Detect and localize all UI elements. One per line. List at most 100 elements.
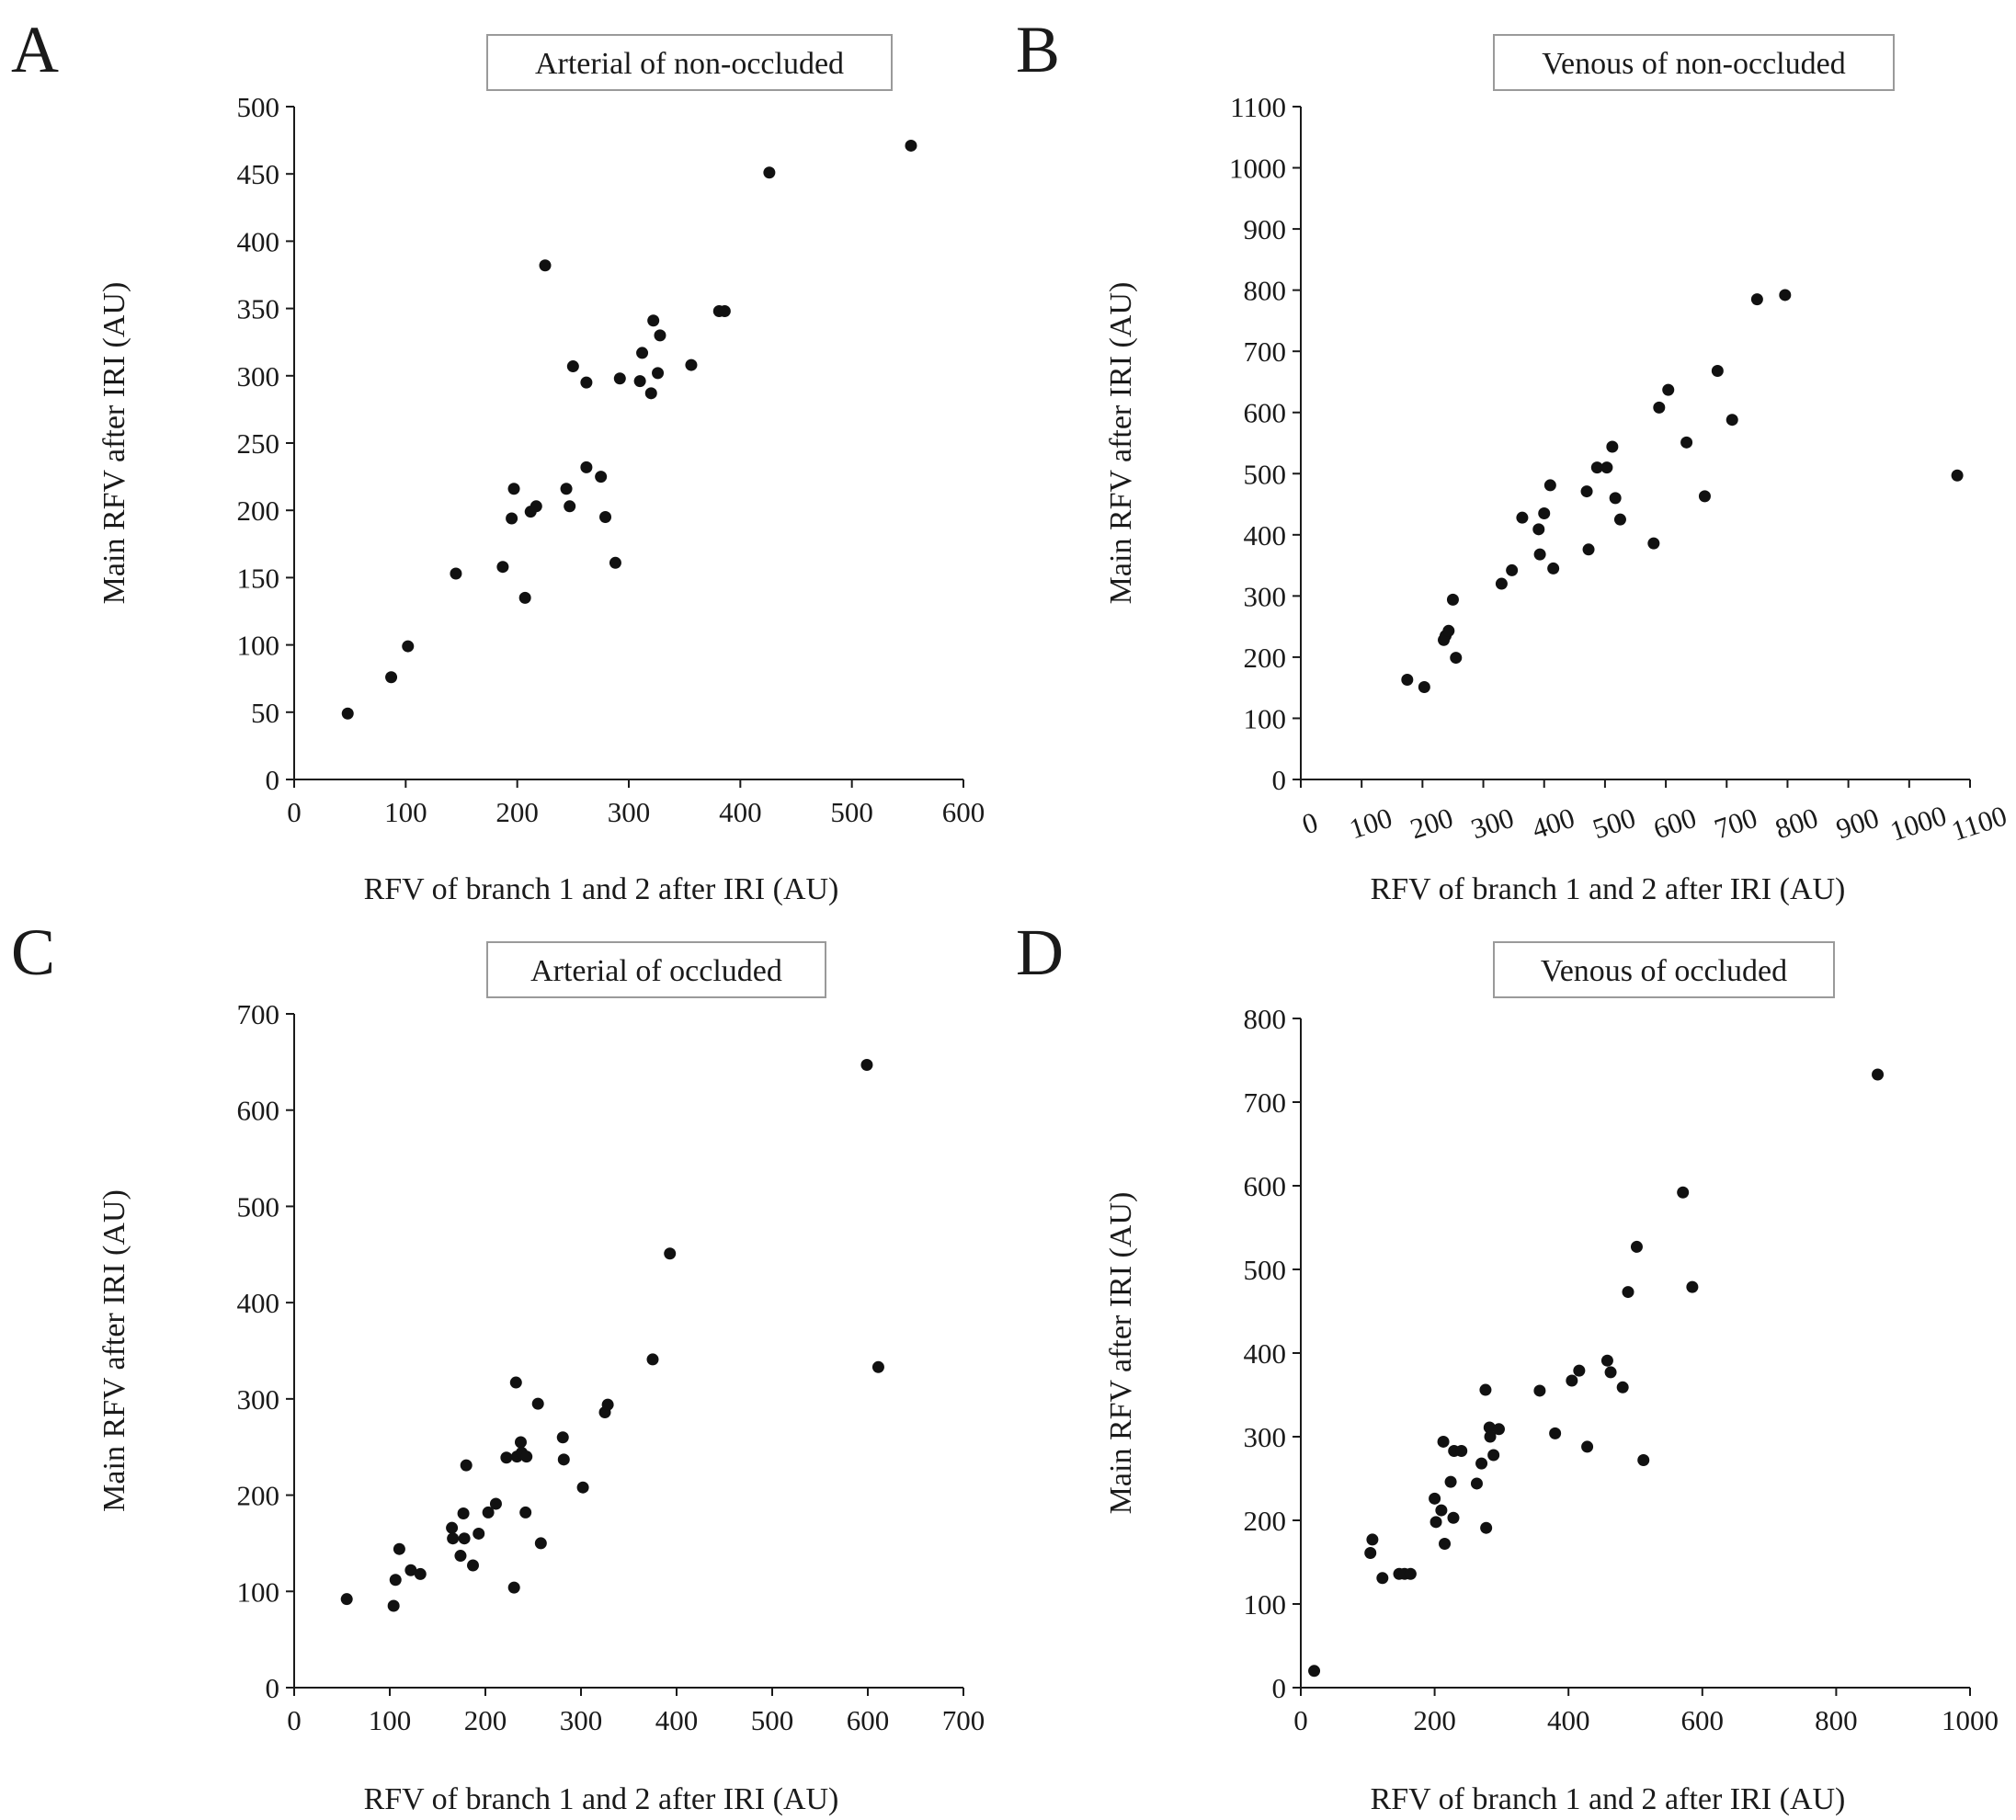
data-point: [496, 561, 509, 574]
data-point: [414, 1567, 427, 1580]
y-tick-label: 500: [1244, 1254, 1287, 1286]
x-axis-title: RFV of branch 1 and 2 after IRI (AU): [1371, 872, 1846, 906]
y-tick-label: 500: [237, 1190, 280, 1223]
x-tick-label: 1000: [1886, 799, 1951, 847]
data-point: [1404, 1567, 1417, 1580]
x-tick-label: 600: [1649, 802, 1700, 846]
data-point: [654, 329, 666, 342]
data-point: [905, 139, 917, 152]
panel-letter: C: [11, 916, 55, 989]
data-point: [402, 640, 415, 653]
data-point: [393, 1542, 405, 1555]
x-tick-label: 0: [1298, 805, 1322, 840]
data-point: [1470, 1477, 1483, 1490]
data-point: [1444, 1475, 1457, 1488]
data-point: [566, 360, 579, 373]
data-point: [599, 511, 612, 524]
data-point: [446, 1521, 459, 1534]
data-point: [1418, 681, 1430, 694]
x-tick-label: 100: [384, 796, 427, 828]
x-tick-label: 500: [751, 1704, 794, 1736]
data-point: [1366, 1533, 1379, 1546]
data-point: [460, 1459, 473, 1472]
data-point: [1364, 1546, 1377, 1559]
panel-b: B Venous of non-occluded01002003004005006…: [1016, 13, 2010, 906]
x-tick-label: 0: [1293, 1704, 1308, 1736]
x-axis-title: RFV of branch 1 and 2 after IRI (AU): [364, 872, 839, 906]
y-tick-label: 0: [266, 764, 280, 796]
y-tick-label: 200: [237, 1480, 280, 1512]
x-tick-label: 200: [495, 796, 539, 828]
data-point: [718, 305, 731, 318]
x-tick-label: 1100: [1947, 799, 2010, 847]
x-tick-label: 400: [655, 1704, 699, 1736]
x-tick-label: 500: [830, 796, 873, 828]
data-point: [519, 1506, 532, 1519]
data-point: [454, 1550, 467, 1563]
data-point: [644, 387, 657, 400]
data-point: [1439, 1537, 1452, 1550]
data-point: [1637, 1453, 1650, 1466]
data-point: [763, 166, 776, 179]
x-tick-label: 600: [847, 1704, 890, 1736]
chart-title: Venous of non-occluded: [1542, 47, 1845, 81]
y-tick-label: 400: [1244, 1337, 1287, 1370]
data-point: [1582, 543, 1595, 556]
y-tick-label: 1000: [1229, 153, 1286, 185]
data-point: [1547, 562, 1560, 574]
panel-letter: D: [1016, 916, 1064, 989]
y-tick-label: 700: [237, 998, 280, 1030]
x-tick-label: 0: [287, 1704, 302, 1736]
x-tick-label: 0: [287, 796, 302, 828]
data-point: [1711, 364, 1724, 377]
x-tick-label: 700: [942, 1704, 985, 1736]
data-point: [531, 1397, 544, 1410]
data-point: [389, 1574, 402, 1587]
data-point: [387, 1599, 400, 1612]
data-point: [1566, 1374, 1578, 1387]
data-point: [860, 1058, 873, 1071]
data-point: [1401, 674, 1414, 687]
data-point: [473, 1527, 485, 1540]
chart-title: Arterial of occluded: [530, 954, 782, 988]
data-point: [1506, 563, 1519, 576]
x-tick-label: 200: [1407, 802, 1457, 846]
data-point: [1549, 1427, 1562, 1439]
y-axis-title: Main RFV after IRI (AU): [1104, 282, 1138, 605]
x-tick-label: 700: [1711, 802, 1761, 846]
y-tick-label: 500: [237, 91, 280, 123]
data-point: [557, 1453, 570, 1466]
data-point: [1604, 1366, 1617, 1379]
y-tick-label: 0: [1272, 764, 1287, 796]
panel-c: C Arterial of occluded 0 100 200 300 400 500 600…: [11, 916, 985, 1816]
x-tick-label: 400: [719, 796, 762, 828]
data-point: [520, 1450, 533, 1463]
data-point: [1447, 1511, 1460, 1524]
data-point: [1532, 523, 1545, 536]
data-point: [556, 1431, 569, 1444]
data-point: [500, 1451, 513, 1464]
panel-d: D Venous of occluded 0 100 200 300 400 500 600 70…: [1016, 916, 1999, 1816]
x-tick-label: 800: [1815, 1704, 1858, 1736]
y-tick-label: 100: [1244, 702, 1287, 734]
data-point: [518, 591, 531, 604]
data-point: [509, 1376, 522, 1389]
data-point: [1495, 577, 1508, 590]
data-point: [450, 567, 462, 580]
data-point: [1606, 440, 1619, 453]
y-tick-label: 900: [1244, 213, 1287, 245]
data-point: [1484, 1430, 1497, 1443]
data-point: [530, 500, 542, 513]
data-point: [458, 1532, 471, 1545]
x-tick-label: 400: [1528, 802, 1578, 846]
data-point: [1480, 1521, 1493, 1534]
y-axis-title: Main RFV after IRI (AU): [97, 282, 131, 605]
data-point: [1479, 1383, 1492, 1396]
x-tick-label: 400: [1547, 1704, 1590, 1736]
data-point: [1429, 1492, 1441, 1505]
data-point: [1533, 1384, 1546, 1397]
data-point: [447, 1532, 460, 1545]
data-point: [507, 1581, 520, 1594]
y-tick-label: 400: [237, 1287, 280, 1319]
x-tick-label: 200: [1413, 1704, 1456, 1736]
